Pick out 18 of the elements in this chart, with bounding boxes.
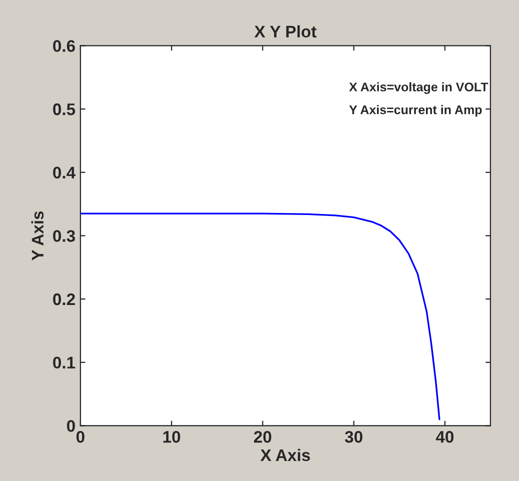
y-tick-label: 0.4	[53, 166, 76, 179]
line-series	[80, 212, 440, 420]
y-tick-label: 0.1	[53, 356, 76, 369]
annotation: X Axis=voltage in VOLT	[349, 82, 488, 94]
x-tick-label: 40	[436, 430, 454, 443]
annotation: Y Axis=current in Amp	[349, 105, 482, 117]
x-tick-label: 10	[163, 430, 180, 443]
x-tick-label: 20	[254, 430, 272, 443]
y-tick-label: 0.2	[53, 293, 75, 306]
chart-title: X Y Plot	[254, 25, 316, 38]
x-tick-label: 0	[76, 430, 84, 443]
y-tick-label: 0	[66, 420, 75, 432]
y-tick-label: 0.6	[53, 40, 75, 52]
y-tick-label: 0.3	[53, 230, 75, 242]
y-axis-title: Y Axis	[31, 211, 44, 260]
y-tick-label: 0.5	[53, 103, 76, 116]
x-axis-title: X Axis	[260, 448, 310, 462]
x-tick-label: 30	[344, 430, 362, 443]
